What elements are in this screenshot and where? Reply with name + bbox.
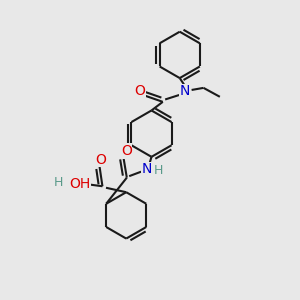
Text: N: N bbox=[142, 162, 152, 176]
Text: O: O bbox=[121, 144, 132, 158]
Text: OH: OH bbox=[69, 177, 90, 191]
Text: O: O bbox=[95, 152, 106, 167]
Text: O: O bbox=[134, 84, 145, 98]
Text: H: H bbox=[54, 176, 63, 189]
Text: N: N bbox=[180, 84, 190, 98]
Text: H: H bbox=[154, 164, 163, 177]
